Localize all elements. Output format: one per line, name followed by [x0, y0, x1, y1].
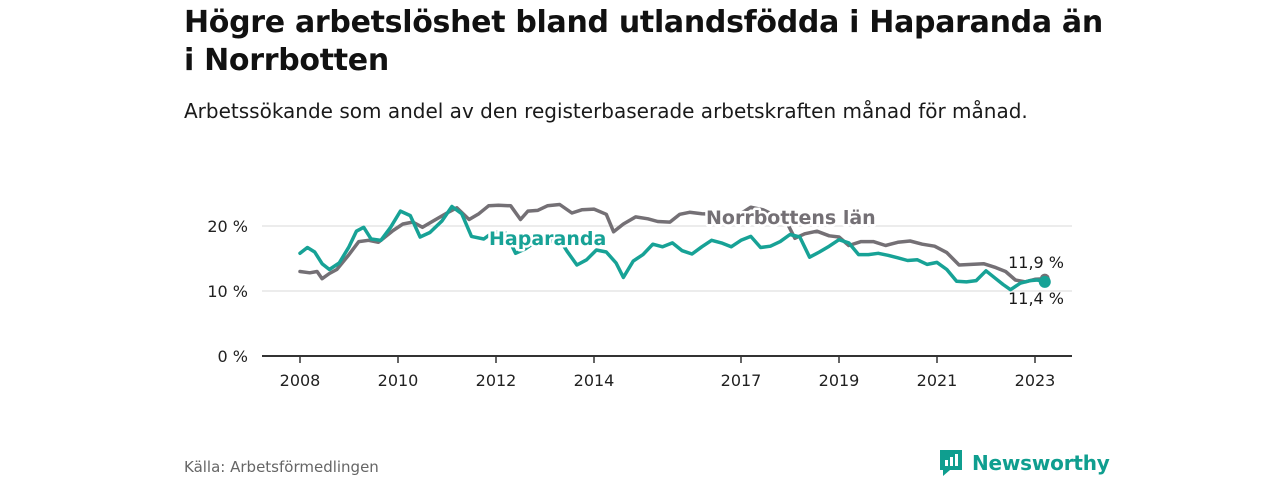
end-label-haparanda: 11,4 %	[1008, 289, 1064, 308]
brand-label: Newsworthy	[972, 451, 1110, 475]
x-tick-label: 2023	[1015, 371, 1056, 390]
source-note: Källa: Arbetsförmedlingen	[184, 458, 379, 476]
x-tick-label: 2010	[378, 371, 419, 390]
newsworthy-logo-icon	[940, 450, 962, 476]
end-point-haparanda	[1038, 275, 1051, 288]
series-label-norrbotten: Norrbottens län	[706, 207, 876, 229]
series-label-haparanda: Haparanda	[489, 228, 606, 250]
series-line-norrbotten	[298, 202, 1047, 284]
x-tick-label: 2019	[819, 371, 860, 390]
x-tick-label: 2014	[574, 371, 615, 390]
y-tick-label: 10 %	[207, 282, 248, 301]
series-lines	[298, 202, 1051, 292]
y-tick-label: 0 %	[218, 347, 248, 366]
line-chart: 0 % 10 % 20 % 2008 2010 2012 2014 2017 2019 2021 2…	[207, 202, 1072, 390]
brand-logo: Newsworthy	[938, 448, 1110, 478]
series-line-haparanda	[298, 204, 1047, 292]
x-tick-label: 2008	[280, 371, 321, 390]
x-tick-label: 2021	[917, 371, 958, 390]
end-label-norrbotten: 11,9 %	[1008, 253, 1064, 272]
chart-title: Högre arbetslöshet bland utlandsfödda i …	[184, 5, 1103, 78]
axes: 0 % 10 % 20 % 2008 2010 2012 2014 2017 2019 2021 2…	[207, 217, 1072, 390]
y-tick-label: 20 %	[207, 217, 248, 236]
x-tick-label: 2017	[721, 371, 762, 390]
series-labels: Norrbottens län Haparanda 11,9 % 11,4 %	[487, 205, 1065, 309]
chart-subtitle: Arbetssökande som andel av den registerb…	[184, 99, 1028, 123]
x-tick-label: 2012	[476, 371, 517, 390]
